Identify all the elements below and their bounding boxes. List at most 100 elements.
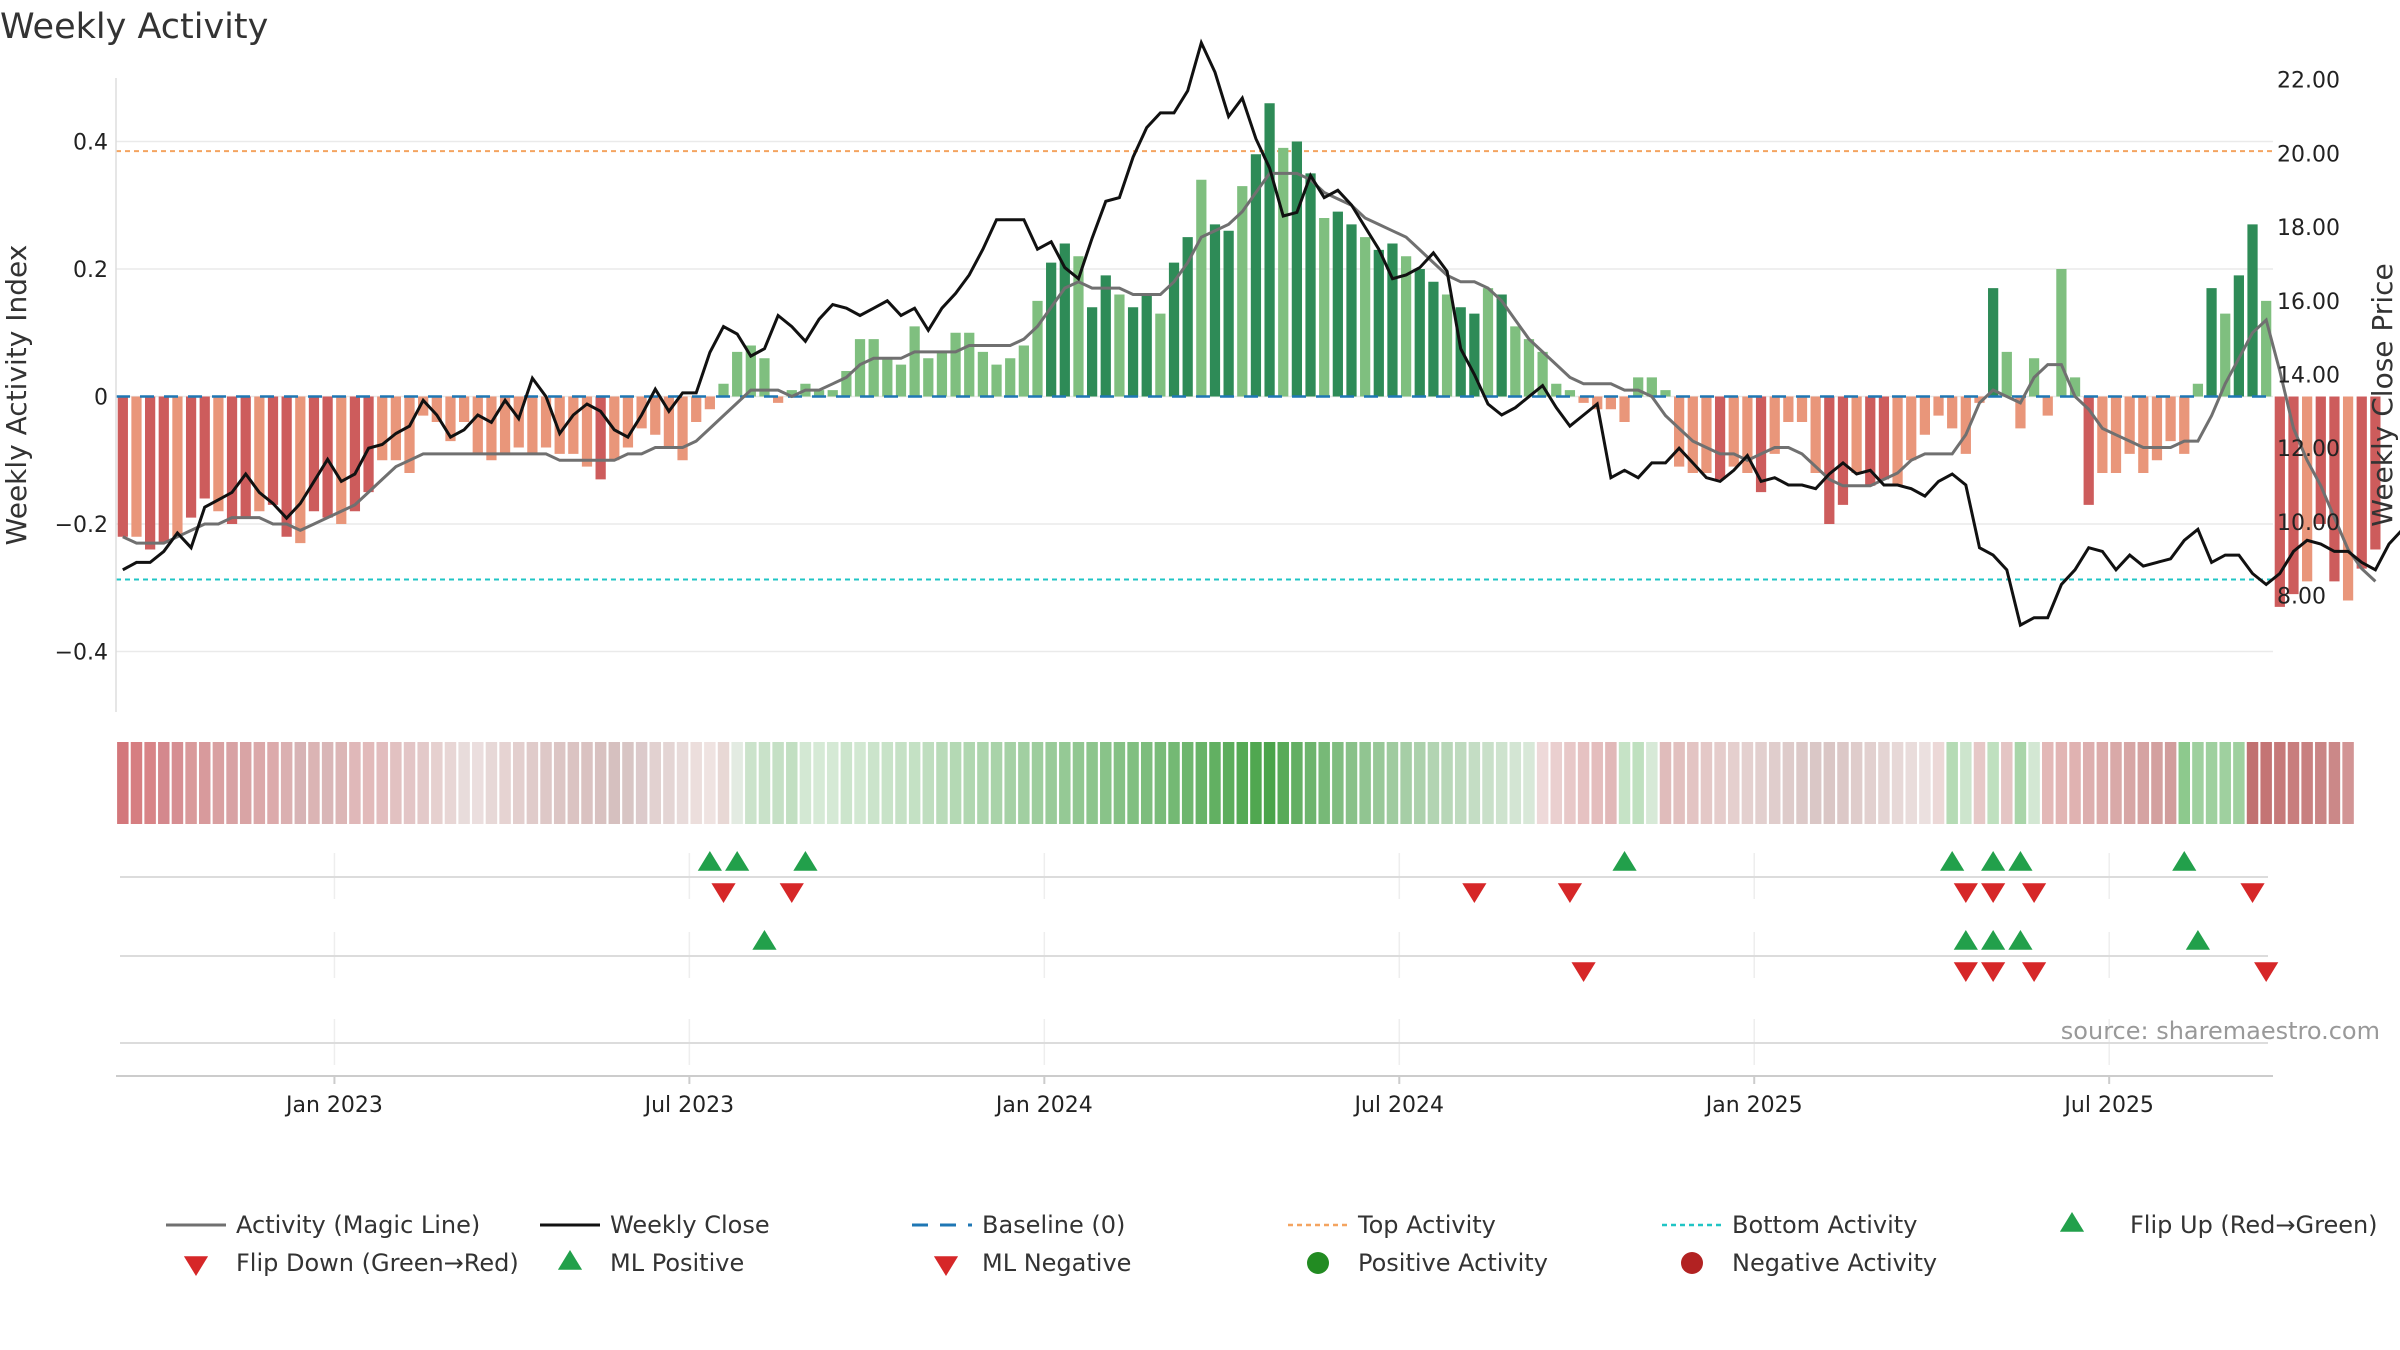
activity-bar xyxy=(1332,211,1343,397)
legend-label: Activity (Magic Line) xyxy=(236,1211,480,1239)
heat-cell xyxy=(1482,742,1494,824)
flip-up-marker xyxy=(793,851,818,871)
activity-bar xyxy=(1237,186,1248,397)
flip-up-marker xyxy=(752,930,777,950)
activity-bar xyxy=(117,396,128,537)
heat-cell xyxy=(1277,742,1289,824)
heat-cell xyxy=(990,742,1003,824)
legend-label: Baseline (0) xyxy=(982,1211,1125,1239)
heat-cell xyxy=(171,742,184,824)
activity-bar xyxy=(1810,396,1821,473)
heat-cell xyxy=(2096,742,2109,824)
legend-key-negative-activity xyxy=(1681,1252,1703,1274)
reference-lines xyxy=(116,150,2273,581)
heat-cell xyxy=(949,742,962,824)
heat-cell xyxy=(1905,742,1917,824)
flip-up-marker xyxy=(2172,851,2197,871)
heat-cell xyxy=(1509,742,1522,824)
activity-bar xyxy=(1387,243,1398,397)
activity-bar xyxy=(923,358,934,397)
activity-bar xyxy=(363,396,374,493)
heat-cell xyxy=(1045,742,1057,824)
heat-cell xyxy=(2001,742,2013,824)
heat-cell xyxy=(280,742,293,824)
heat-cell xyxy=(1345,742,1358,824)
activity-bar xyxy=(964,332,975,397)
legend-key-positive-activity xyxy=(1307,1252,1329,1274)
activity-bar xyxy=(131,396,142,537)
flip-down-marker xyxy=(2021,883,2047,903)
heat-cell xyxy=(1960,742,1972,824)
heat-cell xyxy=(813,742,825,824)
activity-bar xyxy=(540,396,552,448)
legend-label: Negative Activity xyxy=(1732,1249,1937,1277)
activity-bar xyxy=(1168,262,1180,397)
activity-bar xyxy=(226,396,238,524)
right-tick-label: 16.00 xyxy=(2277,290,2340,315)
heat-cell xyxy=(2246,742,2259,824)
activity-bar xyxy=(1892,396,1903,486)
activity-bar xyxy=(199,396,210,499)
activity-bar xyxy=(2179,396,2190,454)
heat-cell xyxy=(936,742,948,824)
heat-cell xyxy=(567,742,580,824)
activity-bar xyxy=(1182,237,1193,397)
heat-cell xyxy=(663,742,675,824)
legend-item: ML Positive xyxy=(557,1249,744,1277)
activity-bar xyxy=(1769,396,1780,454)
weekly-close-series xyxy=(122,38,2400,628)
activity-bar xyxy=(2315,396,2326,524)
heat-cell xyxy=(2137,742,2150,824)
left-tick-label: 0.2 xyxy=(73,258,108,283)
heat-cell xyxy=(786,742,798,824)
heat-cell xyxy=(1154,742,1167,824)
heat-cell xyxy=(1850,742,1863,824)
legend-item: Top Activity xyxy=(1288,1211,1496,1239)
activity-bar xyxy=(1073,256,1084,397)
heat-cell xyxy=(1823,742,1836,824)
heat-cell xyxy=(212,742,225,824)
flip-up-marker xyxy=(1612,851,1637,871)
heat-cell xyxy=(608,742,621,824)
legend-item: Positive Activity xyxy=(1307,1249,1548,1277)
heat-cell xyxy=(1768,742,1781,824)
activity-bar xyxy=(936,351,948,397)
legend-item: Weekly Close xyxy=(540,1211,770,1239)
activity-bar xyxy=(1701,396,1712,473)
heat-cell xyxy=(1304,742,1317,824)
activity-bar xyxy=(1114,294,1125,397)
activity-bar xyxy=(1960,396,1971,454)
heat-cell xyxy=(185,742,197,824)
heat-cell xyxy=(485,742,498,824)
activity-bar xyxy=(1155,313,1166,397)
heat-cell xyxy=(444,742,457,824)
heat-cell xyxy=(704,742,716,824)
activity-bar xyxy=(1988,288,1999,397)
activity-bar xyxy=(1469,313,1480,397)
activity-bar xyxy=(1714,396,1726,480)
heat-cell xyxy=(540,742,552,824)
activity-bar xyxy=(759,358,770,397)
heat-cell xyxy=(2287,742,2300,824)
activity-bar xyxy=(2192,383,2204,397)
activity-bar xyxy=(1414,269,1425,397)
activity-bar xyxy=(841,371,852,397)
activity-bar xyxy=(1919,396,1930,435)
activity-bar xyxy=(349,396,361,512)
activity-bar xyxy=(308,396,320,512)
heat-cell xyxy=(1209,742,1221,824)
heat-cell xyxy=(690,742,702,824)
flip-down-marker xyxy=(1571,962,1596,982)
heat-cell xyxy=(2342,742,2354,824)
activity-bar xyxy=(1947,396,1958,429)
heat-cell xyxy=(635,742,648,824)
legend-key-flip-up xyxy=(2059,1212,2085,1232)
heat-cell xyxy=(676,742,689,824)
activity-bar xyxy=(1564,390,1576,397)
heat-cell xyxy=(1495,742,1508,824)
heat-cell xyxy=(158,742,170,824)
heat-cell xyxy=(253,742,266,824)
activity-bar xyxy=(2370,396,2381,550)
flip-down-marker xyxy=(2254,962,2279,982)
right-tick-label: 10.00 xyxy=(2277,511,2340,536)
